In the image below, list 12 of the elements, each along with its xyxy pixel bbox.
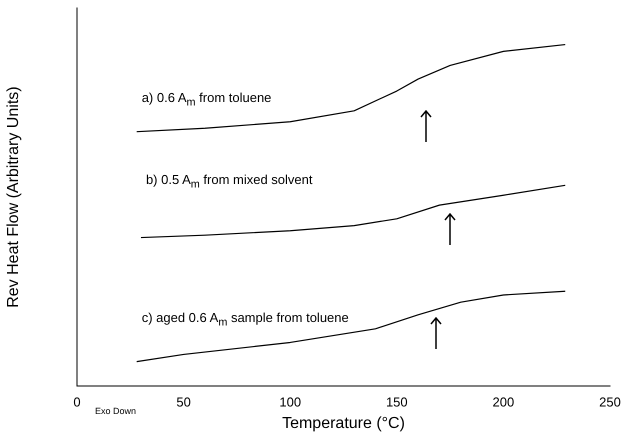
text: b) 0.5 A$_{m}$ from mixed solvent — [146, 172, 312, 190]
y-axis-title: Rev Heat Flow (Arbitrary Units) — [5, 86, 22, 308]
series-label: a) 0.6 A$_{m}$ from toluene — [142, 90, 272, 108]
x-tick-label: 0 — [73, 394, 81, 410]
text: Exo Down — [95, 406, 136, 416]
x-axis-title: Temperature (°C) — [282, 414, 405, 432]
x-tick-label: 150 — [386, 394, 408, 410]
x-tick-label: 50 — [176, 394, 191, 410]
x-tick-label: 200 — [492, 394, 514, 410]
x-tick-label: 100 — [279, 394, 302, 410]
x-tick-label: 250 — [599, 394, 621, 410]
series-label: c) aged 0.6 A$_{m}$ sample from toluene — [142, 310, 349, 328]
